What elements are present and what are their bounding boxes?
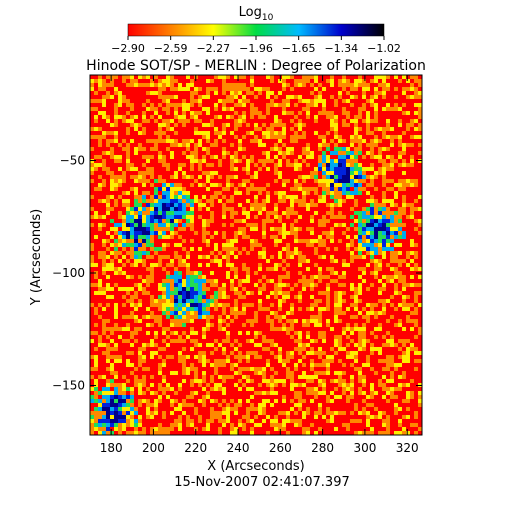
heatmap-image xyxy=(90,75,422,435)
y-tick-label: −100 xyxy=(52,266,85,280)
x-tick-label: 240 xyxy=(227,441,250,455)
x-tick-label: 200 xyxy=(142,441,165,455)
colorbar-tick-label: −1.96 xyxy=(239,42,273,55)
x-tick-label: 220 xyxy=(184,441,207,455)
plot-frame xyxy=(89,74,423,436)
x-axis-label: X (Arcseconds) xyxy=(207,459,304,474)
heatmap-cells xyxy=(90,75,422,435)
y-axis: −50 −100 −150 xyxy=(52,154,422,393)
colorbar: Log10 −2.90 −2.59 −2.27 −1.96 −1.65 −1.34 −1.0… xyxy=(111,5,401,55)
chart-title: Hinode SOT/SP - MERLIN : Degree of Polar… xyxy=(86,58,426,74)
x-tick-label: 320 xyxy=(396,441,419,455)
x-tick-label: 280 xyxy=(311,441,334,455)
y-axis-label: Y (Arcseconds) xyxy=(29,209,44,306)
x-tick-label: 180 xyxy=(100,441,123,455)
colorbar-tick-label: −1.34 xyxy=(324,42,358,55)
colorbar-tick-label: −1.65 xyxy=(282,42,316,55)
timestamp: 15-Nov-2007 02:41:07.397 xyxy=(174,475,350,490)
colorbar-tick-label: −1.02 xyxy=(367,42,401,55)
x-tick-label: 260 xyxy=(269,441,292,455)
y-tick-label: −50 xyxy=(60,154,85,168)
colorbar-tick-label: −2.59 xyxy=(154,42,188,55)
colorbar-ticks: −2.90 −2.59 −2.27 −1.96 −1.65 −1.34 −1.02 xyxy=(111,36,401,55)
colorbar-tick-label: −2.90 xyxy=(111,42,145,55)
colorbar-label: Log10 xyxy=(239,5,274,23)
y-tick-label: −150 xyxy=(52,379,85,393)
x-axis: 180 200 220 240 260 280 300 320 xyxy=(100,75,419,455)
colorbar-tick-label: −2.27 xyxy=(196,42,230,55)
x-tick-label: 300 xyxy=(353,441,376,455)
colorbar-gradient xyxy=(128,24,384,36)
